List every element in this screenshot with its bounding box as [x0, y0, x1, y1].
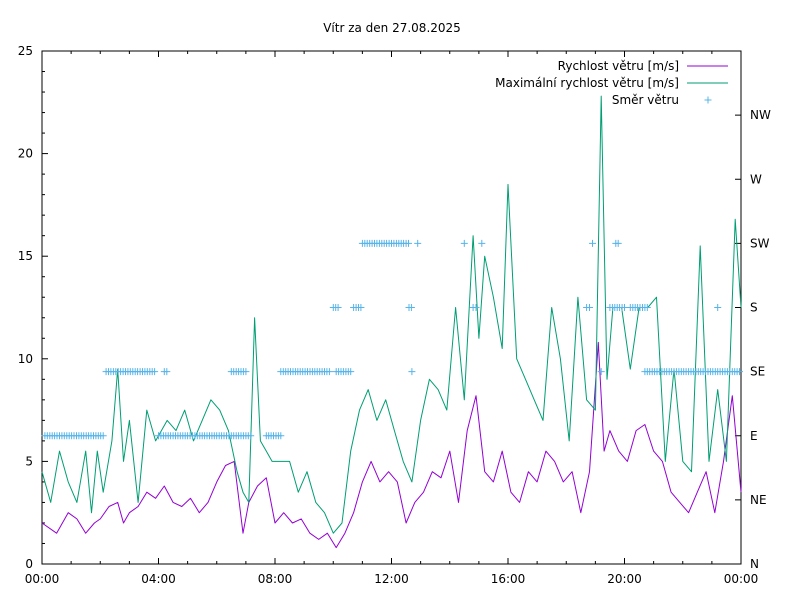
x-tick-label: 08:00: [258, 572, 293, 586]
y-left-tick-label: 20: [18, 147, 33, 161]
direction-marker: [643, 304, 651, 311]
y-right-tick-label: E: [750, 429, 758, 443]
series-points-3: [41, 239, 743, 440]
direction-marker: [277, 432, 285, 440]
y-right-tick-label: NW: [750, 108, 771, 122]
direction-marker: [405, 239, 412, 247]
y-left-tick-label: 25: [18, 44, 33, 58]
direction-marker: [163, 368, 171, 376]
direction-marker: [334, 304, 342, 311]
direction-marker: [247, 432, 255, 440]
legend-label-2: Maximální rychlost větru [m/s]: [495, 76, 679, 90]
legend-swatch-3: [704, 96, 712, 104]
y-left-tick-label: 10: [18, 352, 33, 366]
direction-marker: [586, 304, 593, 311]
axes: 00:00 04:00 08:00 12:00 16:00 20:00 00:0005101…: [18, 44, 771, 586]
direction-marker: [99, 432, 107, 440]
chart-title: Vítr za den 27.08.2025: [323, 21, 461, 35]
y-left-tick-label: 0: [25, 557, 33, 571]
y-left-tick-label: 5: [25, 454, 33, 468]
direction-marker: [472, 304, 480, 311]
direction-marker: [597, 368, 605, 376]
y-left-tick-label: 15: [18, 249, 33, 263]
direction-marker: [414, 239, 422, 247]
y-right-tick-label: SE: [750, 365, 765, 379]
x-tick-label: 16:00: [491, 572, 526, 586]
direction-marker: [242, 368, 250, 376]
direction-marker: [357, 304, 365, 311]
direction-marker: [736, 368, 743, 376]
direction-marker: [589, 239, 596, 247]
y-right-tick-label: SW: [750, 236, 770, 250]
legend-label-3: Směr větru: [612, 93, 679, 107]
direction-marker: [407, 304, 415, 311]
direction-marker: [478, 239, 486, 247]
direction-marker: [714, 304, 722, 311]
x-tick-label: 12:00: [374, 572, 409, 586]
x-tick-label: 00:00: [25, 572, 60, 586]
direction-marker: [151, 368, 159, 376]
x-tick-label: 04:00: [141, 572, 176, 586]
data-series: [41, 95, 743, 549]
y-right-tick-label: N: [750, 557, 759, 571]
direction-marker: [614, 239, 622, 247]
y-right-tick-label: W: [750, 172, 762, 186]
direction-marker: [325, 368, 333, 376]
x-tick-label: 20:00: [607, 572, 642, 586]
y-right-tick-label: S: [750, 301, 758, 315]
x-tick-label: 00:00: [724, 572, 759, 586]
direction-marker: [460, 239, 468, 247]
legend: Rychlost větru [m/s] Maximální rychlost v…: [495, 59, 728, 107]
direction-marker: [347, 368, 355, 376]
y-right-tick-label: NE: [750, 493, 767, 507]
direction-marker: [408, 368, 416, 376]
legend-label-1: Rychlost větru [m/s]: [558, 59, 679, 73]
series-line-1: [41, 341, 742, 549]
